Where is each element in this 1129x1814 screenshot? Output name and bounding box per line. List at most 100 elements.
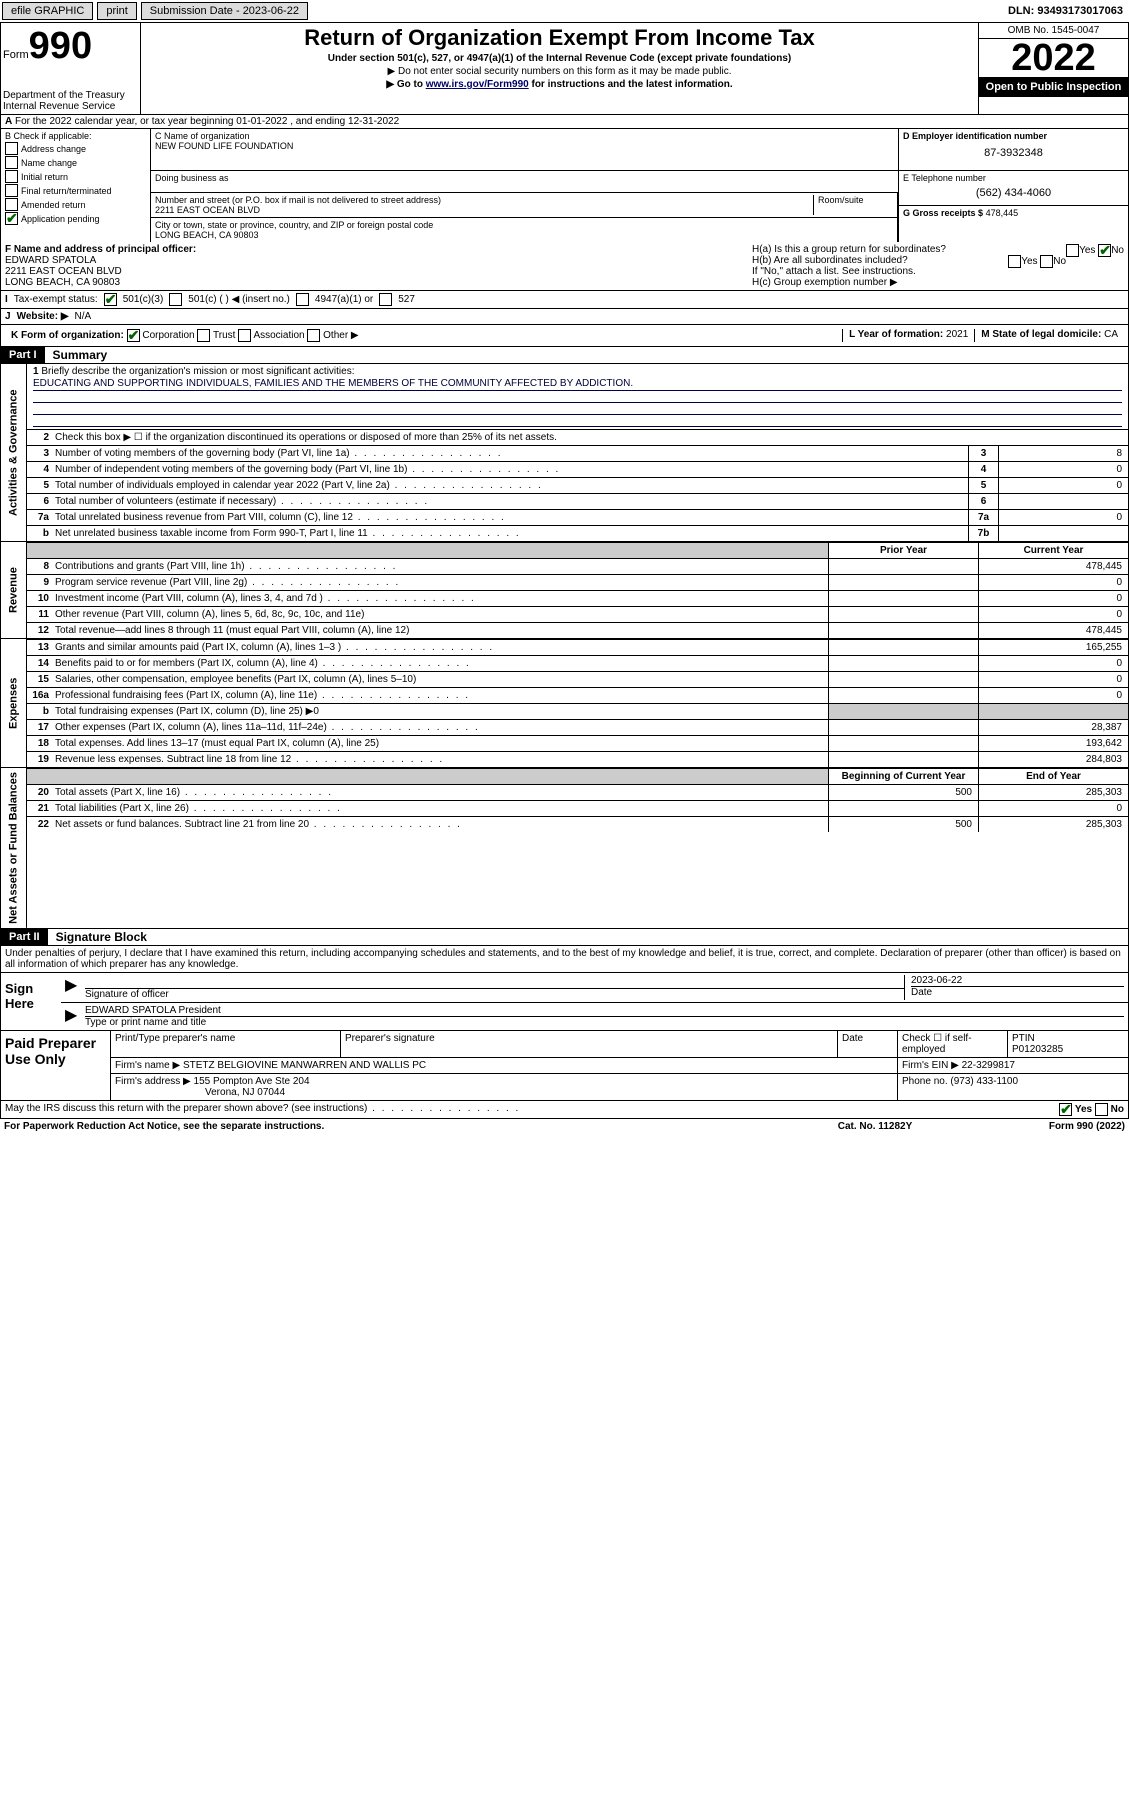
phone-label: E Telephone number	[903, 173, 1124, 183]
summary-section: Activities & Governance 1 Briefly descri…	[0, 364, 1129, 542]
l21cy: 0	[978, 801, 1128, 816]
row-a: A For the 2022 calendar year, or tax yea…	[0, 114, 1129, 129]
part2-header: Part II Signature Block	[0, 929, 1129, 946]
tab-governance: Activities & Governance	[1, 364, 27, 541]
org-name: NEW FOUND LIFE FOUNDATION	[155, 141, 894, 151]
l12: Total revenue—add lines 8 through 11 (mu…	[55, 623, 828, 638]
cb-corp[interactable]	[127, 329, 140, 342]
l4: Number of independent voting members of …	[55, 462, 968, 477]
hdr-eoy: End of Year	[978, 769, 1128, 784]
firm-addr1: 155 Pompton Ave Ste 204	[194, 1076, 310, 1087]
firm-name-label: Firm's name ▶	[115, 1060, 180, 1071]
hdr-boy: Beginning of Current Year	[828, 769, 978, 784]
prep-name-label: Print/Type preparer's name	[111, 1031, 341, 1057]
part1-title: Summary	[45, 348, 108, 362]
state-domicile: CA	[1104, 329, 1118, 340]
f-label: F Name and address of principal officer:	[5, 244, 196, 255]
l16acy: 0	[978, 688, 1128, 703]
tax-status-label: Tax-exempt status:	[14, 294, 98, 305]
officer-street: 2211 EAST OCEAN BLVD	[5, 266, 122, 277]
hb-label: H(b) Are all subordinates included?	[752, 255, 908, 266]
cb-501c[interactable]	[169, 293, 182, 306]
prep-date-label: Date	[838, 1031, 898, 1057]
l21py	[828, 801, 978, 816]
l11cy: 0	[978, 607, 1128, 622]
cb-527[interactable]	[379, 293, 392, 306]
col-b-header: B Check if applicable:	[5, 131, 146, 141]
cb-trust[interactable]	[197, 329, 210, 342]
officer-name-title: EDWARD SPATOLA President	[85, 1005, 1124, 1017]
efile-button[interactable]: efile GRAPHIC	[2, 2, 93, 20]
org-name-label: C Name of organization	[155, 131, 894, 141]
l16a: Professional fundraising fees (Part IX, …	[55, 688, 828, 703]
ein-label: D Employer identification number	[903, 131, 1047, 141]
firm-addr-label: Firm's address ▶	[115, 1076, 191, 1087]
cb-address-change[interactable]: Address change	[5, 142, 146, 155]
footer: For Paperwork Reduction Act Notice, see …	[0, 1119, 1129, 1134]
city-label: City or town, state or province, country…	[155, 220, 893, 230]
cb-name-change[interactable]: Name change	[5, 156, 146, 169]
cb-assoc[interactable]	[238, 329, 251, 342]
l1-label: Briefly describe the organization's miss…	[41, 366, 354, 377]
l17cy: 28,387	[978, 720, 1128, 735]
l11: Other revenue (Part VIII, column (A), li…	[55, 607, 828, 622]
hb-note: If "No," attach a list. See instructions…	[752, 266, 1124, 277]
l3: Number of voting members of the governin…	[55, 446, 968, 461]
fh-row: F Name and address of principal officer:…	[0, 242, 1129, 291]
ptin-label: PTIN	[1012, 1033, 1035, 1044]
cb-discuss-yes[interactable]	[1059, 1103, 1072, 1116]
website-label: Website: ▶	[17, 311, 69, 322]
form-header: Form990 Department of the Treasury Inter…	[0, 22, 1129, 114]
firm-ein-label: Firm's EIN ▶	[902, 1060, 959, 1071]
cb-501c3[interactable]	[104, 293, 117, 306]
l6: Total number of volunteers (estimate if …	[55, 494, 968, 509]
expenses-section: Expenses 13Grants and similar amounts pa…	[0, 639, 1129, 768]
l-label: L Year of formation:	[849, 329, 943, 340]
part2-title: Signature Block	[48, 930, 147, 944]
cb-app-pending[interactable]: Application pending	[5, 212, 146, 225]
cb-other[interactable]	[307, 329, 320, 342]
hdr-current-year: Current Year	[978, 543, 1128, 558]
l22cy: 285,303	[978, 817, 1128, 832]
l7b: Net unrelated business taxable income fr…	[55, 526, 968, 541]
discuss-row: May the IRS discuss this return with the…	[0, 1101, 1129, 1119]
l8: Contributions and grants (Part VIII, lin…	[55, 559, 828, 574]
dba-label: Doing business as	[155, 173, 894, 183]
l14: Benefits paid to or for members (Part IX…	[55, 656, 828, 671]
l5v: 0	[998, 478, 1128, 493]
l19: Revenue less expenses. Subtract line 18 …	[55, 752, 828, 767]
dln: DLN: 93493173017063	[1008, 5, 1127, 17]
l6v	[998, 494, 1128, 509]
part1-label: Part I	[1, 347, 45, 363]
cb-discuss-no[interactable]	[1095, 1103, 1108, 1116]
l2: Check this box ▶ ☐ if the organization d…	[55, 430, 1128, 445]
l7a: Total unrelated business revenue from Pa…	[55, 510, 968, 525]
self-employed-check[interactable]: Check ☐ if self-employed	[898, 1031, 1008, 1057]
col-c: C Name of organization NEW FOUND LIFE FO…	[151, 129, 898, 242]
ha-label: H(a) Is this a group return for subordin…	[752, 244, 946, 255]
hdr-prior-year: Prior Year	[828, 543, 978, 558]
room-label: Room/suite	[813, 195, 893, 215]
cb-initial-return[interactable]: Initial return	[5, 170, 146, 183]
cb-final-return[interactable]: Final return/terminated	[5, 184, 146, 197]
l22: Net assets or fund balances. Subtract li…	[55, 817, 828, 832]
row-j: J Website: ▶ N/A	[0, 309, 1129, 325]
row-i: I Tax-exempt status: 501(c)(3) 501(c) ( …	[0, 291, 1129, 309]
irs-link[interactable]: www.irs.gov/Form990	[426, 79, 529, 90]
firm-addr2: Verona, NJ 07044	[205, 1087, 285, 1098]
yes-label: Yes	[1079, 245, 1095, 256]
l20: Total assets (Part X, line 16)	[55, 785, 828, 800]
arrow-icon: ▶	[65, 1005, 85, 1028]
l12cy: 478,445	[978, 623, 1128, 638]
print-button[interactable]: print	[97, 2, 136, 20]
l3v: 8	[998, 446, 1128, 461]
website: N/A	[75, 311, 92, 322]
prep-sig-label: Preparer's signature	[341, 1031, 838, 1057]
tab-revenue: Revenue	[1, 542, 27, 638]
cb-4947[interactable]	[296, 293, 309, 306]
part2-label: Part II	[1, 929, 48, 945]
paid-preparer-label: Paid Preparer Use Only	[1, 1031, 111, 1100]
cb-amended[interactable]: Amended return	[5, 198, 146, 211]
l10cy: 0	[978, 591, 1128, 606]
open-public: Open to Public Inspection	[979, 77, 1128, 97]
